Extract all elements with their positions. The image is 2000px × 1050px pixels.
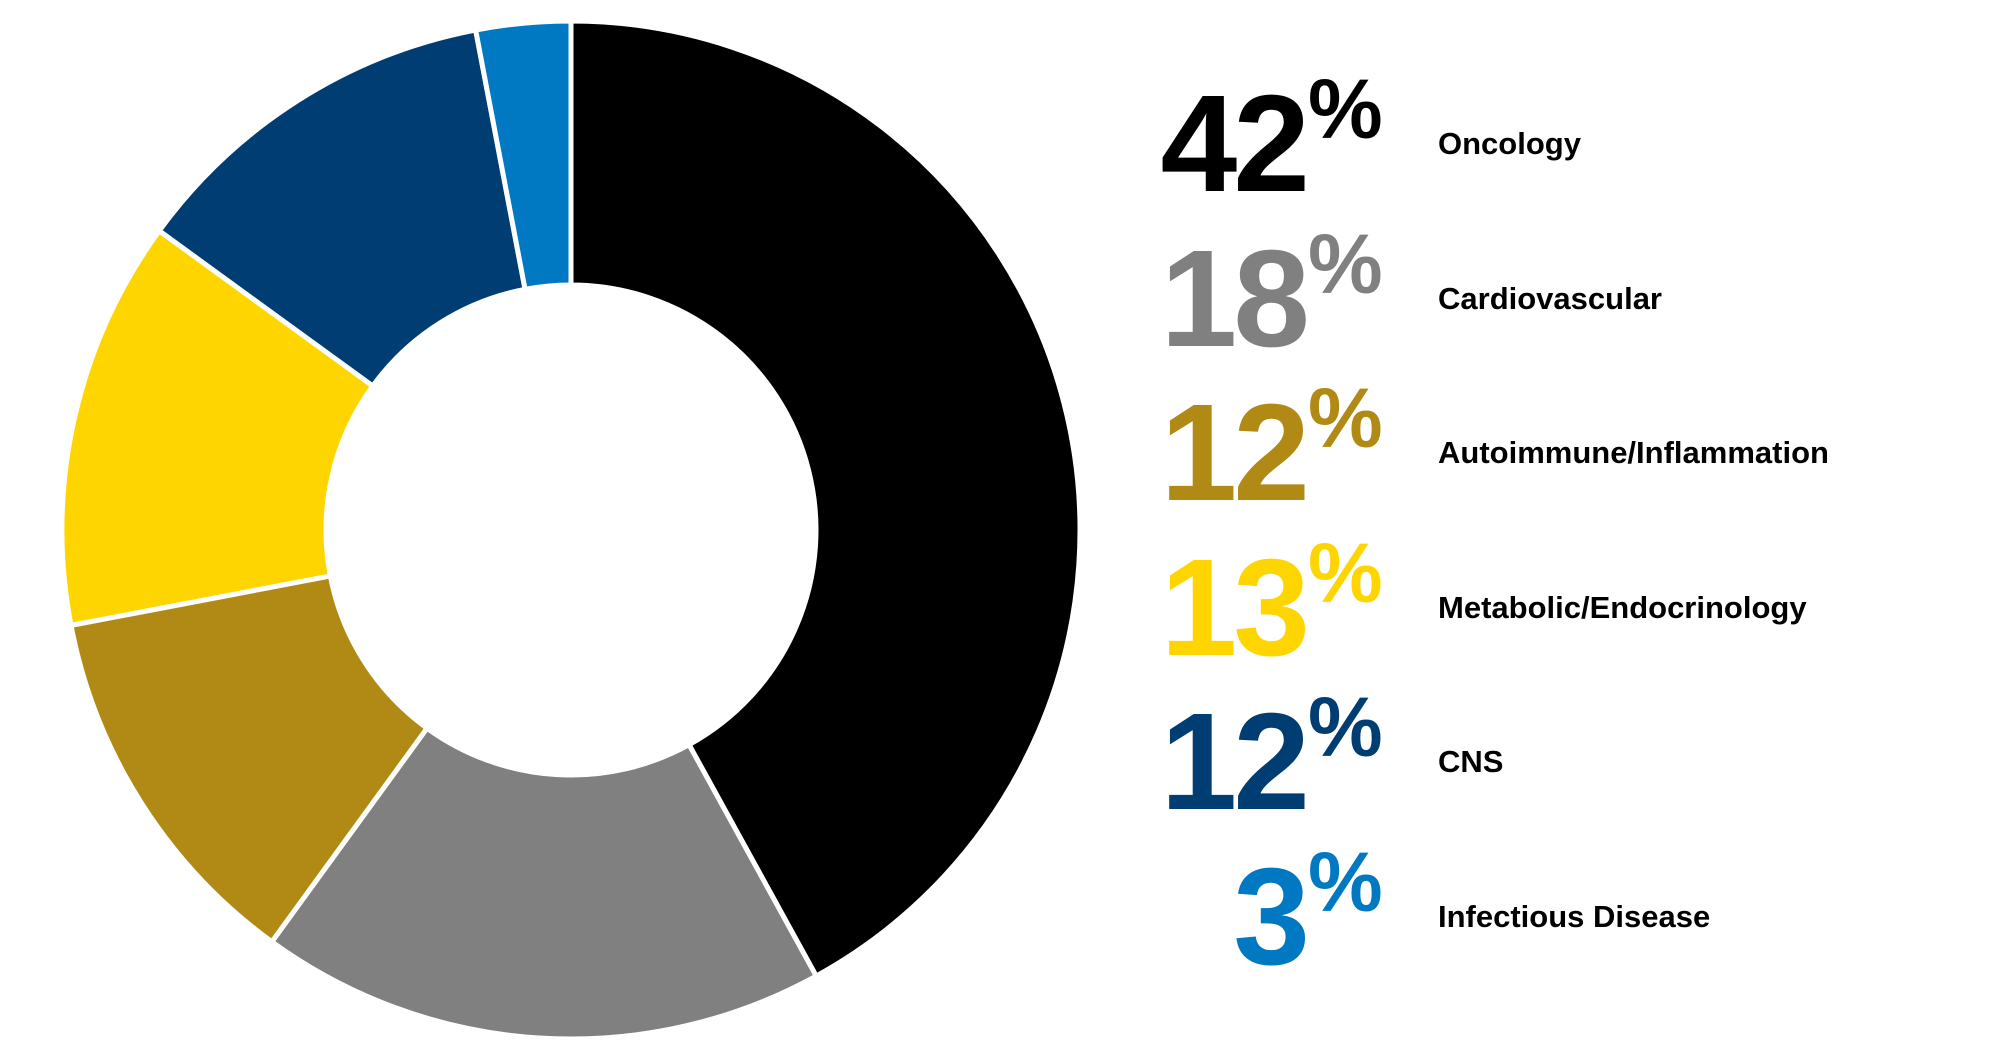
legend-label: Metabolic/Endocrinology — [1438, 589, 1807, 625]
legend-value: 12 — [1160, 685, 1310, 839]
percent-sign: % — [1308, 62, 1383, 156]
percent-sign: % — [1308, 834, 1383, 929]
percent-sign: % — [1308, 216, 1383, 311]
legend-item: 13 % Metabolic/Endocrinology — [0, 526, 2000, 685]
donut-slice-cns — [155, 27, 529, 390]
legend-label: Infectious Disease — [1438, 898, 1711, 934]
legend-item: 3 % Infectious Disease — [0, 835, 2000, 994]
percent-sign: % — [1308, 371, 1383, 465]
percent-sign: % — [1308, 680, 1383, 774]
donut-slice-infectious-disease — [472, 18, 574, 293]
donut-slice-autoimmune-inflammation — [68, 572, 431, 946]
legend-item: 18 % Cardiovascular — [0, 217, 2000, 376]
legend-label: Autoimmune/Inflammation — [1438, 435, 1829, 470]
legend-value: 18 — [1160, 221, 1310, 376]
legend-label: CNS — [1438, 744, 1504, 779]
legend-value: 12 — [1160, 376, 1310, 530]
percent-sign: % — [1308, 525, 1383, 620]
legend-label: Oncology — [1438, 126, 1581, 161]
donut-slice-oncology — [568, 18, 1083, 980]
legend-value: 3 — [1233, 839, 1310, 994]
legend-item: 12 % Autoimmune/Inflammation — [0, 371, 2000, 530]
donut-slice-cardiovascular — [268, 724, 820, 1042]
donut-chart — [59, 18, 1083, 1042]
donut-slice-metabolic-endocrinology — [59, 227, 377, 629]
legend-item: 42 % Oncology — [0, 62, 2000, 221]
legend-value: 13 — [1160, 530, 1310, 685]
legend-value: 42 — [1160, 67, 1310, 221]
legend-label: Cardiovascular — [1438, 280, 1662, 316]
legend-item: 12 % CNS — [0, 680, 2000, 839]
